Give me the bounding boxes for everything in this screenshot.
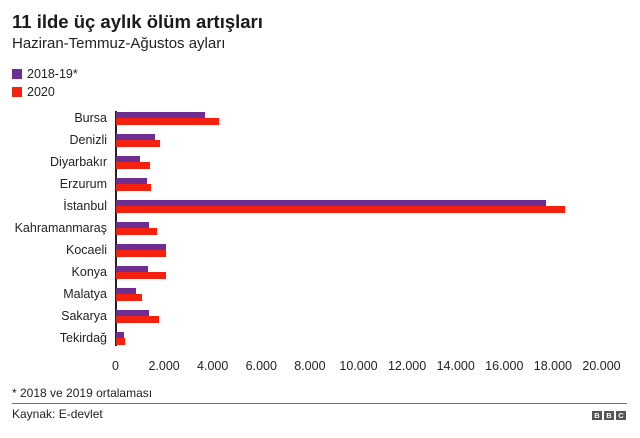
bar-2018-19 xyxy=(115,133,156,141)
bbc-logo: B B C xyxy=(592,411,626,420)
category-label: Kahramanmaraş xyxy=(14,220,107,235)
bar-2018-19 xyxy=(115,243,166,251)
x-tick-label: 12.000 xyxy=(387,359,427,373)
legend: 2018-19* 2020 xyxy=(12,65,78,101)
category-label: Bursa xyxy=(74,110,107,125)
bar-2020 xyxy=(115,206,566,213)
bar-2020 xyxy=(115,228,157,235)
legend-swatch-2018-19 xyxy=(12,69,22,79)
category-label: İstanbul xyxy=(63,198,107,213)
bar-2018-19 xyxy=(115,331,124,339)
bbc-logo-block: B xyxy=(604,411,614,420)
divider xyxy=(12,403,627,404)
bar-2020 xyxy=(115,272,166,279)
category-label: Malatya xyxy=(63,286,107,301)
x-tick-label: 20.000 xyxy=(582,359,621,373)
x-tick-label: 6.000 xyxy=(245,359,277,373)
x-tick-label: 10.000 xyxy=(339,359,378,373)
legend-label: 2020 xyxy=(27,85,55,99)
bar-2018-19 xyxy=(115,221,149,229)
category-label: Kocaeli xyxy=(66,242,107,257)
category-label: Konya xyxy=(71,264,107,279)
x-tick-label: 0 xyxy=(112,359,119,373)
x-tick-label: 4.000 xyxy=(197,359,229,373)
bar-2018-19 xyxy=(115,309,150,317)
bar-2018-19 xyxy=(115,265,148,273)
bar-2018-19 xyxy=(115,177,148,185)
legend-label: 2018-19* xyxy=(27,67,78,81)
category-label: Erzurum xyxy=(59,176,107,191)
bar-2020 xyxy=(115,316,159,323)
bar-2020 xyxy=(115,140,161,147)
legend-item-2018-19: 2018-19* xyxy=(12,65,78,83)
x-tick-label: 18.000 xyxy=(533,359,573,373)
source-text: Kaynak: E-devlet xyxy=(12,407,103,421)
x-tick-label: 16.000 xyxy=(485,359,524,373)
bar-2020 xyxy=(115,184,152,191)
bar-2018-19 xyxy=(115,199,546,207)
bar-2018-19 xyxy=(115,111,205,119)
category-label: Sakarya xyxy=(61,308,107,323)
page-title: 11 ilde üç aylık ölüm artışları xyxy=(12,11,263,32)
x-tick-label: 2.000 xyxy=(148,359,180,373)
footnote: * 2018 ve 2019 ortalaması xyxy=(12,386,153,400)
x-tick-label: 14.000 xyxy=(436,359,475,373)
bbc-logo-block: B xyxy=(592,411,602,420)
page-subtitle: Haziran-Temmuz-Ağustos ayları xyxy=(12,35,226,52)
x-tick-label: 8.000 xyxy=(294,359,326,373)
bar-2020 xyxy=(115,250,166,257)
bar-2020 xyxy=(115,294,143,301)
bbc-logo-block: C xyxy=(616,411,626,420)
bar-2018-19 xyxy=(115,287,137,295)
bar-2018-19 xyxy=(115,155,140,163)
category-label: Denizli xyxy=(69,132,107,147)
category-label: Diyarbakır xyxy=(50,154,107,169)
bar-2020 xyxy=(115,162,150,169)
category-label: Tekirdağ xyxy=(59,330,107,345)
legend-swatch-2020 xyxy=(12,87,22,97)
bar-2020 xyxy=(115,118,219,125)
legend-item-2020: 2020 xyxy=(12,83,78,101)
bar-2020 xyxy=(115,338,126,345)
